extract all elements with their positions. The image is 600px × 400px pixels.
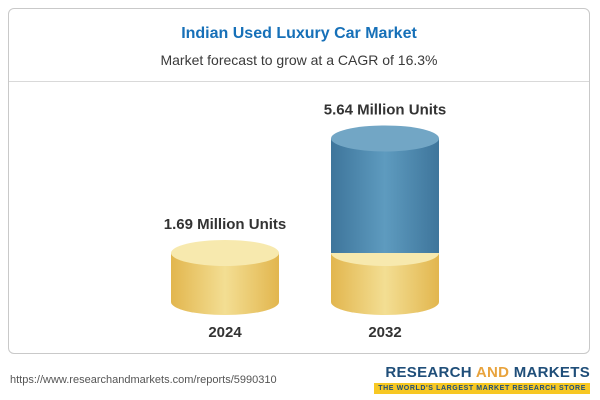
chart-header: Indian Used Luxury Car Market Market for… [9,9,589,68]
bar-2032: 5.64 Million Units 2032 [324,101,447,341]
value-label-2024: 1.69 Million Units [164,216,287,233]
logo-wordmark: RESEARCH AND MARKETS [374,364,590,381]
chart-title: Indian Used Luxury Car Market [181,25,417,42]
logo-word-research: RESEARCH [385,364,472,381]
category-label-2032: 2032 [368,324,401,340]
page-footer: https://www.researchandmarkets.com/repor… [0,356,600,400]
logo-word-markets: MARKETS [513,364,590,381]
report-url-link[interactable]: https://www.researchandmarkets.com/repor… [10,374,277,386]
bar-2024: 1.69 Million Units 2024 [164,216,287,341]
logo-tagline: THE WORLD'S LARGEST MARKET RESEARCH STOR… [374,383,590,394]
cylinder-body-2032-blue [331,138,439,253]
cylinder-top-2024-gold [171,239,279,266]
category-label-2024: 2024 [208,324,242,340]
chart-subtitle: Market forecast to grow at a CAGR of 16.… [160,52,438,68]
research-and-markets-logo: RESEARCH AND MARKETS THE WORLD'S LARGEST… [374,364,590,394]
cylinder-bar-chart: 1.69 Million Units 2024 5.64 Million Units… [9,82,589,341]
chart-svg: 1.69 Million Units 2024 5.64 Million Units… [164,101,447,341]
value-label-2032: 5.64 Million Units [324,101,447,118]
cylinder-top-2032-blue [331,125,439,152]
chart-card: Indian Used Luxury Car Market Market for… [8,8,590,354]
header-divider [9,81,589,82]
logo-word-and: AND [475,364,510,381]
